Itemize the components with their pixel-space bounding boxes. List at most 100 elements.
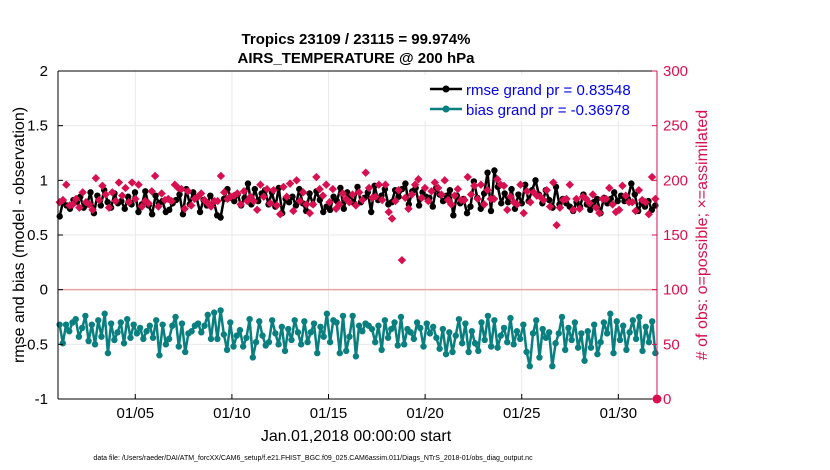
assimilated-obs-point [62, 180, 71, 189]
rmse-point [207, 192, 214, 199]
assimilated-obs-point [489, 194, 499, 204]
bias-point [301, 318, 308, 325]
assimilated-obs-point [269, 185, 278, 195]
assimilated-obs-point [348, 190, 357, 199]
bias-point [536, 354, 543, 361]
assimilated-obs-point [644, 210, 653, 219]
bias-point [520, 321, 527, 328]
assimilated-obs-point [595, 208, 604, 218]
bias-point [194, 320, 202, 327]
bias-point [471, 340, 479, 347]
bias-point [304, 338, 311, 346]
bias-point [169, 322, 176, 329]
rmse-point [289, 193, 296, 200]
bias-point [136, 324, 144, 332]
assimilated-obs-point [463, 172, 472, 182]
bias-point [578, 330, 585, 337]
rmse-point [255, 197, 262, 205]
rmse-point [395, 193, 402, 200]
rmse-point [532, 177, 539, 184]
y-right-tick-label: 300 [663, 63, 688, 80]
bias-point [429, 323, 437, 331]
chart-title: Tropics 23109 / 23115 = 99.974% [242, 31, 471, 48]
rmse-point [148, 211, 156, 218]
bias-point [133, 330, 141, 337]
assimilated-obs-point [562, 194, 571, 204]
bias-point [198, 329, 205, 336]
assimilated-obs-point [345, 198, 354, 207]
assimilated-obs-point [450, 191, 459, 200]
assimilated-obs-point [364, 183, 374, 193]
assimilated-obs-point [578, 192, 588, 201]
rmse-point [142, 188, 149, 195]
bias-point [82, 312, 89, 320]
assimilated-obs-point [302, 200, 311, 209]
bias-point [91, 341, 99, 348]
bias-point [568, 336, 575, 344]
bias-point [584, 328, 591, 335]
bias-point [378, 346, 385, 353]
legend-rmse-marker [442, 85, 450, 93]
bias-point [626, 329, 633, 336]
bias-point [410, 335, 418, 343]
rmse-point [330, 193, 337, 200]
assimilated-obs-point [328, 184, 338, 194]
bias-point [629, 317, 637, 324]
bias-point [417, 324, 424, 332]
bias-point [565, 324, 572, 332]
assimilated-obs-point [203, 199, 212, 208]
assimilated-obs-point [522, 187, 532, 196]
bias-point [265, 338, 273, 346]
bias-point [368, 325, 376, 333]
legend-box [421, 75, 654, 121]
bias-point [600, 319, 608, 326]
assimilated-obs-point [289, 206, 298, 216]
assimilated-obs-point [180, 204, 189, 213]
assimilated-obs-point [315, 184, 324, 194]
x-tick-label: 01/30 [600, 405, 638, 422]
assimilated-obs-point [157, 189, 166, 198]
assimilated-obs-point [114, 178, 124, 187]
assimilated-obs-point [651, 194, 660, 204]
ticks: -1 -0.5 0 0.5 1 1.5 2 0 50 100 150 200 250 300 01/05 01… [22, 63, 688, 422]
bias-point [591, 321, 598, 328]
assimilated-obs-point [391, 196, 400, 206]
rmse-point [648, 206, 656, 214]
assimilated-obs-point [407, 190, 417, 199]
assimilated-obs-point [259, 192, 268, 201]
assimilated-obs-point [443, 195, 453, 205]
bias-point [326, 338, 334, 346]
bias-point [388, 325, 395, 333]
assimilated-obs-point [298, 188, 308, 197]
assimilated-obs-point [292, 176, 301, 185]
assimilated-obs-point [519, 208, 528, 218]
assimilated-obs-point [503, 205, 512, 215]
bias-point [182, 348, 189, 356]
chart-subtitle: AIRS_TEMPERATURE @ 200 hPa [238, 50, 476, 67]
assimilated-obs-point [279, 182, 288, 192]
y-right-tick-label: 50 [663, 336, 680, 353]
bias-point [156, 352, 163, 359]
rmse-point [337, 184, 344, 192]
rmse-point [152, 192, 159, 199]
bias-point [581, 357, 588, 364]
bias-point [85, 337, 92, 345]
bias-point [101, 310, 108, 317]
bias-point [175, 343, 182, 350]
bias-point [636, 313, 643, 321]
rmse-point [614, 197, 621, 205]
assimilated-obs-point [601, 194, 611, 204]
bias-point [162, 341, 170, 348]
bias-point [484, 312, 492, 320]
assimilated-obs-point [312, 172, 321, 182]
bias-point [452, 332, 459, 339]
bias-point [616, 336, 624, 344]
assimilated-obs-point [88, 205, 97, 215]
rmse-point [498, 200, 505, 207]
bias-point [214, 335, 221, 343]
rmse-point [306, 190, 313, 197]
bias-point [587, 344, 595, 351]
bias-point [475, 347, 482, 355]
bias-point [397, 313, 405, 321]
assimilated-obs-point [98, 181, 107, 190]
